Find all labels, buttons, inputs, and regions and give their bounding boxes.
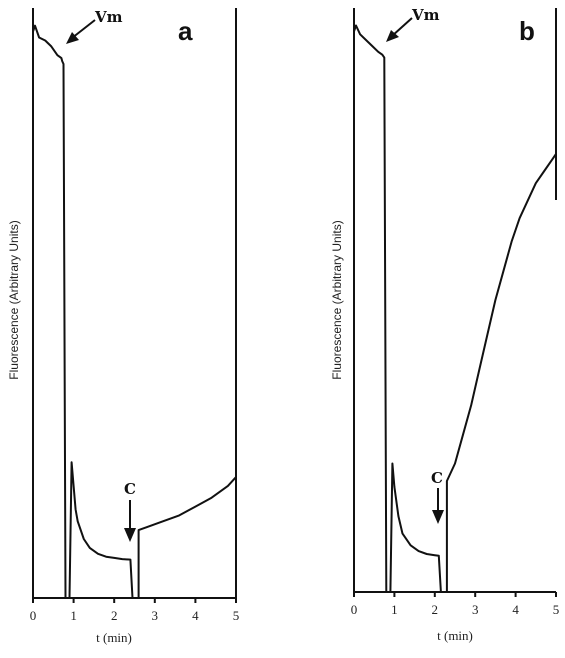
y-axis-label: Fluorescence (Arbitrary Units) [7,220,21,379]
x-tick-label: 3 [472,602,479,617]
x-axis-label: t (min) [96,630,132,645]
x-tick-label: 4 [192,608,199,623]
c-arrowhead [124,528,136,542]
x-tick-label: 2 [432,602,439,617]
c-label: C [431,469,443,487]
x-tick-label: 2 [111,608,118,623]
y-axis-label: Fluorescence (Arbitrary Units) [330,220,344,379]
vm-label: Vm [411,6,440,24]
x-tick-label: 1 [391,602,398,617]
x-tick-label: 3 [152,608,159,623]
x-tick-label: 0 [30,608,37,623]
x-tick-label: 1 [70,608,77,623]
x-tick-labels: 0 1 2 3 4 5 [351,592,560,617]
vm-label: Vm [94,8,123,26]
c-annotation: C [431,469,444,524]
x-axis-label: t (min) [437,628,473,643]
vm-annotation: Vm [386,6,440,42]
c-label: C [124,480,136,498]
vm-arrowhead [386,30,399,42]
x-tick-label: 5 [553,602,560,617]
panel-letter: b [519,16,535,46]
x-tick-label: 4 [512,602,519,617]
panel-letter: a [178,16,193,46]
panel-a: a Fluorescence (Arbitrary Units) t (min)… [7,8,239,645]
x-tick-labels: 0 1 2 3 4 5 [30,598,240,623]
vm-arrow [71,19,96,39]
c-annotation: C [124,480,136,542]
x-tick-label: 5 [233,608,240,623]
vm-arrow [391,17,413,37]
vm-annotation: Vm [66,8,123,44]
fluorescence-trace [353,24,557,593]
panel-b: b Fluorescence (Arbitrary Units) t (min)… [330,6,559,643]
x-tick-label: 0 [351,602,358,617]
c-arrowhead [432,510,444,524]
fluorescence-trace [32,24,237,599]
vm-arrowhead [66,32,79,44]
